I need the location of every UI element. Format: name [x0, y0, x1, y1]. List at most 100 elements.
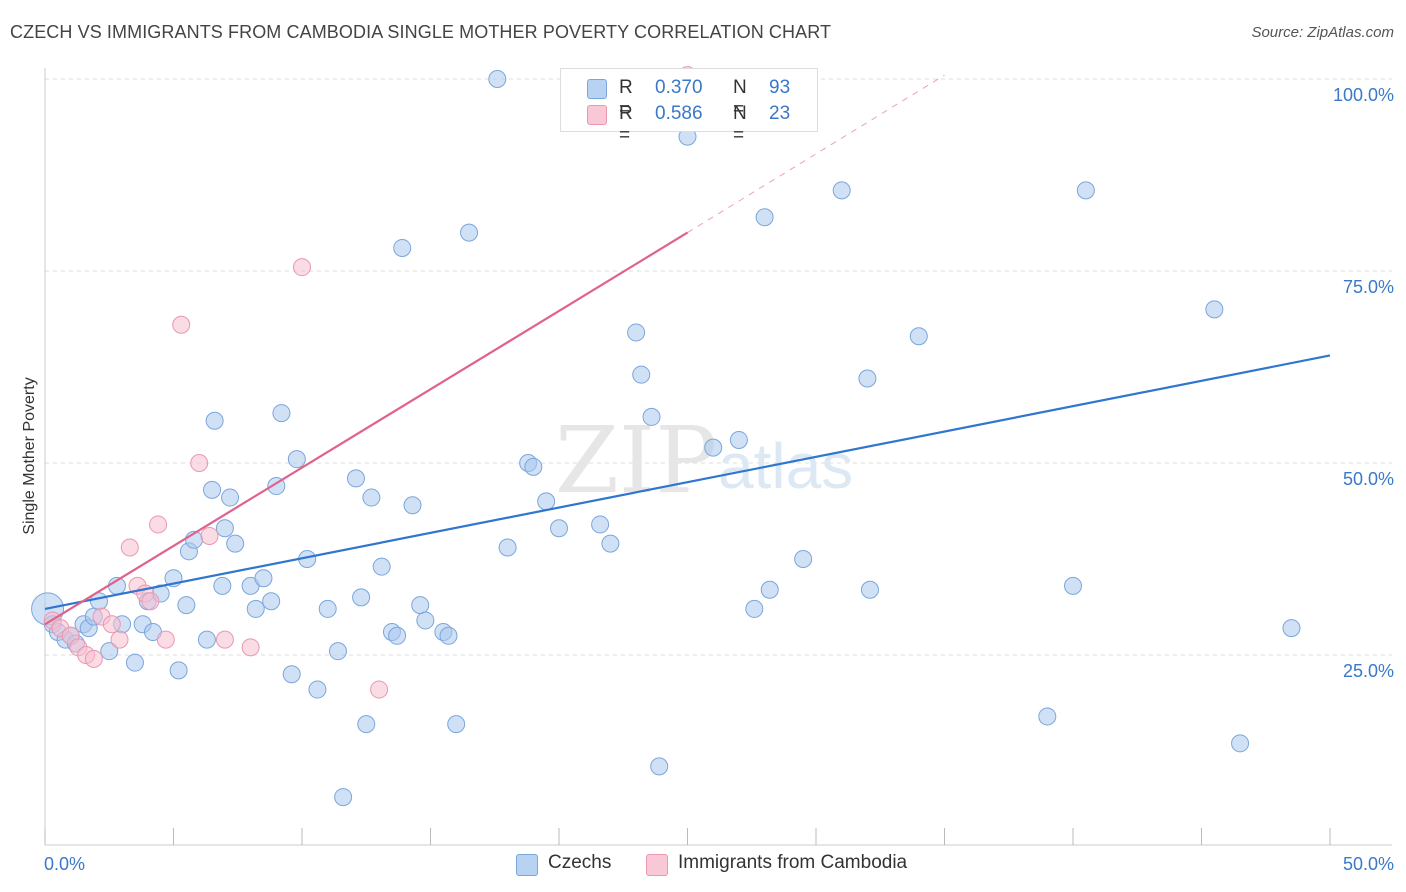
czechs-point — [372, 557, 391, 576]
czechs-point — [362, 488, 381, 507]
watermark: ZIP atlas — [555, 407, 853, 514]
y-tick-label: 100.0% — [1333, 85, 1394, 105]
czechs-point — [403, 496, 422, 515]
czechs-point — [498, 538, 517, 557]
czechs-point — [729, 430, 748, 449]
cambodia-point — [141, 592, 160, 611]
czechs-trend-line — [44, 354, 1331, 610]
czechs-point — [357, 715, 376, 734]
czechs-point — [416, 611, 435, 630]
czechs-point — [591, 515, 610, 534]
czechs-point — [755, 208, 774, 227]
cambodia-point — [110, 630, 129, 649]
czechs-point — [858, 369, 877, 388]
czechs-point — [860, 580, 879, 599]
czechs-point — [550, 519, 568, 538]
czechs-point — [632, 365, 651, 384]
czechs-r-value: 0.370 — [655, 77, 703, 98]
y-tick-label: 25.0% — [1343, 661, 1394, 681]
czechs-point — [909, 327, 928, 346]
czechs-n-value: 93 — [769, 77, 791, 98]
cambodia-point — [102, 615, 121, 634]
czechs-point — [221, 488, 240, 507]
czechs-point — [439, 626, 458, 645]
czechs-point — [1205, 300, 1224, 319]
czechs-point — [642, 407, 661, 426]
cambodia-swatch — [587, 105, 607, 125]
source-note: Source: ZipAtlas.com — [1251, 24, 1394, 41]
czechs-legend-label: Czechs — [548, 852, 612, 873]
stats-legend: R = 0.370 N = 93 R = 0.586 N = 23 — [560, 68, 818, 146]
czechs-point — [352, 588, 371, 607]
cambodia-point — [84, 649, 103, 668]
cambodia-trend-extension — [687, 74, 945, 234]
cambodia-n-label: N = — [733, 103, 747, 146]
czechs-point — [488, 70, 507, 88]
czechs-point — [272, 404, 291, 423]
czechs-point — [328, 642, 347, 661]
cambodia-n-value: 23 — [769, 103, 791, 124]
czechs-point — [832, 181, 851, 200]
cambodia-point — [156, 630, 175, 649]
czechs-point — [411, 596, 430, 615]
cambodia-point — [215, 630, 234, 649]
czechs-point — [1038, 707, 1057, 726]
czechs-point — [704, 438, 723, 457]
cambodia-point — [370, 680, 389, 699]
x-tick-label-1: 50.0% — [1343, 854, 1394, 874]
czechs-point — [650, 757, 669, 776]
watermark-zip: ZIP — [555, 407, 717, 514]
czechs-point — [169, 661, 188, 680]
czechs-point — [308, 680, 327, 699]
czechs-point — [254, 569, 273, 588]
czechs-point — [601, 534, 620, 553]
czechs-point — [246, 599, 265, 618]
czechs-point — [393, 238, 412, 257]
cambodia-point — [172, 315, 191, 334]
czechs-point — [1064, 576, 1082, 595]
czechs-point — [282, 665, 301, 684]
data-points — [31, 66, 1301, 807]
czechs-point — [287, 450, 306, 469]
czechs-point — [627, 323, 646, 342]
cambodia-legend-swatch — [646, 854, 668, 876]
y-tick-label: 50.0% — [1343, 469, 1394, 489]
czechs-point — [262, 592, 281, 611]
czechs-point — [346, 469, 365, 488]
cambodia-point — [241, 638, 260, 657]
czechs-point — [460, 223, 479, 242]
czechs-point — [205, 411, 224, 430]
czechs-point — [1282, 619, 1301, 638]
czechs-point — [197, 630, 216, 649]
cambodia-legend-label: Immigrants from Cambodia — [678, 852, 908, 873]
axes — [44, 68, 1392, 846]
czechs-point — [745, 599, 764, 618]
czechs-point — [524, 457, 543, 476]
chart-title: CZECH VS IMMIGRANTS FROM CAMBODIA SINGLE… — [10, 22, 832, 42]
czechs-point — [1231, 734, 1250, 753]
czechs-point — [213, 576, 232, 595]
y-axis-label: Single Mother Poverty — [21, 377, 38, 534]
czechs-swatch — [587, 79, 607, 99]
czechs-point — [1076, 181, 1095, 200]
czechs-point — [794, 550, 813, 568]
cambodia-point — [190, 454, 209, 472]
cambodia-point — [120, 538, 139, 557]
trend-lines — [44, 74, 1331, 626]
czechs-point — [760, 580, 779, 599]
czechs-r-label: R = — [619, 77, 633, 120]
x-tick-label-0: 0.0% — [44, 854, 85, 874]
cambodia-r-label: R = — [619, 103, 633, 146]
y-tick-label: 75.0% — [1343, 277, 1394, 297]
czechs-point — [388, 626, 407, 645]
cambodia-point — [293, 258, 311, 277]
cambodia-r-value: 0.586 — [655, 103, 703, 124]
cambodia-point — [149, 515, 168, 534]
czechs-point — [177, 596, 196, 615]
y-tick-labels: 25.0% 50.0% 75.0% 100.0% — [1333, 85, 1394, 681]
czechs-point — [215, 519, 234, 538]
czechs-point — [226, 534, 245, 553]
czechs-legend-swatch — [516, 854, 538, 876]
cambodia-point — [200, 526, 219, 545]
